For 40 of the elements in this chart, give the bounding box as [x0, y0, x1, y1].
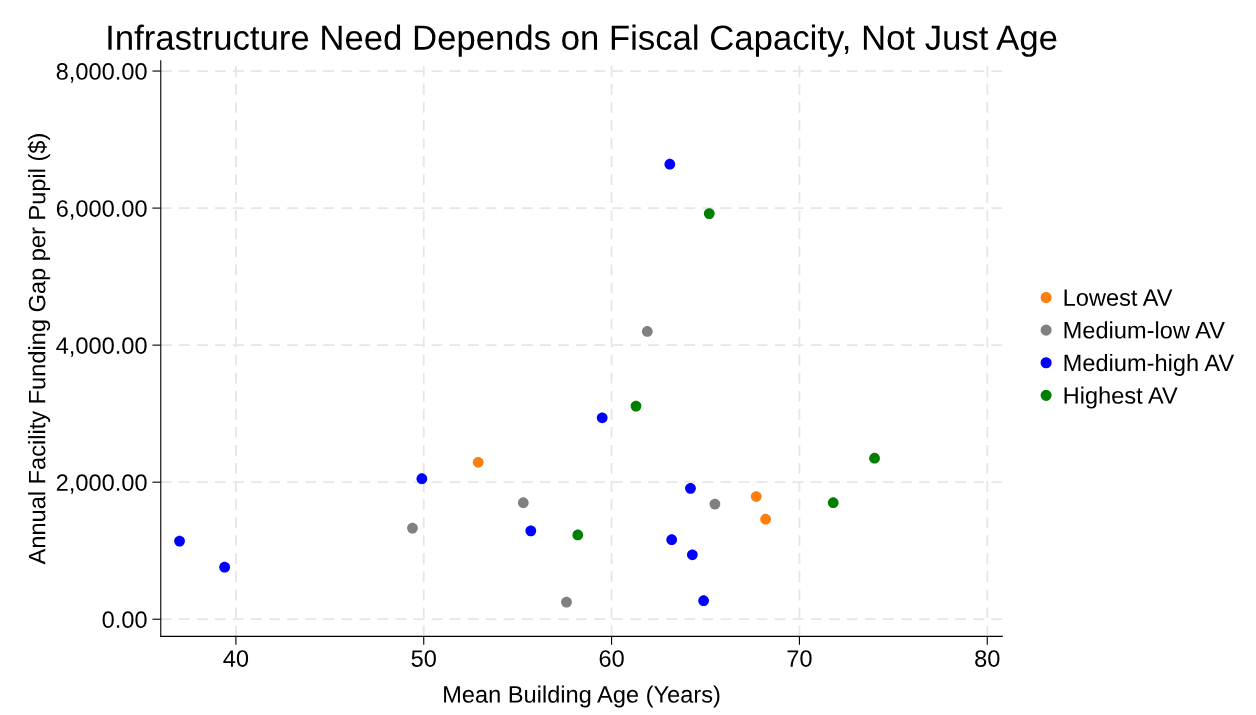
- point: [686, 549, 698, 561]
- y-tick-label: 8,000.00: [56, 63, 147, 83]
- y-axis-title: Annual Facility Funding Gap per Pupil ($): [27, 134, 51, 565]
- x-axis-title: Mean Building Age (Years): [444, 685, 720, 708]
- x-tick-label: 40: [223, 650, 249, 667]
- point: [561, 596, 572, 608]
- point: [666, 534, 678, 546]
- point: [472, 456, 484, 468]
- point: [416, 473, 428, 485]
- y-tick-label: 4,000.00: [56, 337, 147, 357]
- point: [572, 529, 584, 541]
- y-tick-label: 2,000.00: [56, 474, 147, 494]
- point: [517, 497, 529, 509]
- point: [827, 497, 839, 509]
- legend-label: Medium-high AV: [1064, 353, 1235, 376]
- point: [219, 561, 231, 573]
- point: [407, 522, 418, 534]
- point: [641, 326, 653, 337]
- point: [685, 482, 696, 494]
- legend-label: Medium-low AV: [1064, 321, 1225, 339]
- point: [709, 498, 721, 510]
- legend-label: Highest AV: [1064, 386, 1178, 409]
- legend-label: Lowest AV: [1064, 289, 1173, 306]
- point: [596, 412, 608, 424]
- x-tick-label: 70: [787, 650, 812, 667]
- point: [750, 491, 762, 502]
- point: [630, 400, 642, 412]
- point: [703, 208, 715, 219]
- point: [698, 595, 709, 607]
- point: [869, 452, 880, 464]
- x-tick-label: 80: [975, 650, 1000, 667]
- y-tick-label: 6,000.00: [56, 200, 147, 220]
- chart-title: Infrastructure Need Depends on Fiscal Capacity, Not Just Age: [108, 24, 1057, 57]
- point: [174, 535, 185, 547]
- point: [760, 513, 771, 525]
- point: [664, 158, 676, 170]
- x-tick-label: 50: [411, 650, 436, 667]
- y-tick-label: 0.00: [102, 611, 147, 629]
- x-tick-label: 60: [599, 650, 624, 667]
- point: [525, 525, 537, 537]
